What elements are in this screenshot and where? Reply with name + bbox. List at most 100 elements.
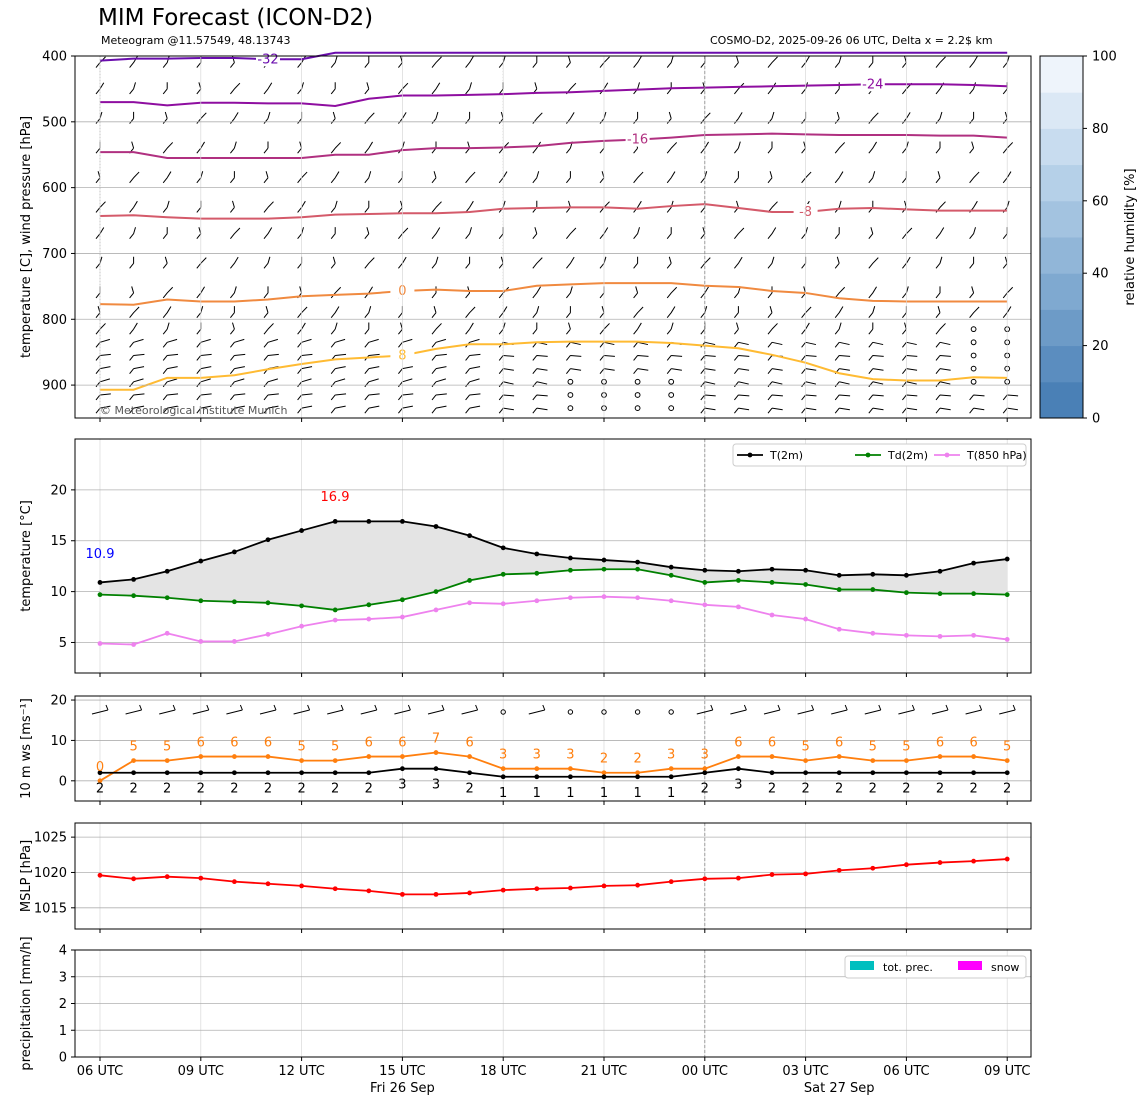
- data-point: [736, 578, 741, 583]
- wind-barb: [297, 366, 313, 374]
- wind-barb: [902, 227, 913, 240]
- y-tick-label: 0: [59, 774, 67, 789]
- wind-barb: [935, 56, 946, 68]
- wind-barb: [734, 368, 750, 374]
- mean-value-label: 1: [566, 786, 574, 801]
- isotherm-line: [100, 132, 1008, 160]
- y-tick-label: 700: [42, 247, 67, 262]
- wind-barb: [1002, 142, 1014, 154]
- wind-barb: [196, 393, 212, 401]
- wind-barb: [95, 378, 111, 388]
- data-point: [400, 754, 405, 759]
- wind-barb: [427, 704, 445, 715]
- wind-barb: [532, 112, 543, 124]
- data-point: [232, 549, 237, 555]
- wind-barb: [230, 227, 241, 240]
- data-point: [568, 595, 573, 601]
- max-temp-label: 16.9: [321, 490, 350, 505]
- x-tick-label: 00 UTC: [682, 1064, 728, 1079]
- data-point: [1004, 770, 1010, 776]
- wind-barb: [162, 227, 168, 240]
- data-point: [299, 623, 304, 629]
- wind-barb: [868, 341, 884, 348]
- mean-value-label: 2: [264, 782, 272, 797]
- mean-value-label: 2: [129, 782, 137, 797]
- y-tick-label: 2: [59, 997, 67, 1012]
- data-point: [937, 591, 943, 597]
- calm-wind-marker: [668, 392, 675, 398]
- wind-barb: [801, 322, 810, 335]
- wind-barb: [734, 394, 750, 401]
- gust-value-label: 6: [835, 736, 843, 751]
- wind-barb: [767, 368, 783, 374]
- wind-barb: [162, 286, 174, 299]
- wind-barb: [868, 381, 884, 388]
- gust-value-label: 6: [398, 736, 406, 751]
- data-point: [702, 580, 708, 585]
- data-point: [601, 774, 607, 780]
- data-point: [836, 626, 842, 632]
- wind-barb: [935, 323, 946, 335]
- wind-barb: [935, 171, 941, 184]
- wind-barb: [935, 256, 943, 269]
- colorbar-band: [1040, 309, 1083, 347]
- calm-wind-marker: [567, 405, 574, 412]
- data-point: [769, 612, 775, 618]
- wind-barb: [162, 171, 172, 184]
- wind-barb: [633, 322, 642, 335]
- wind-barb: [767, 141, 773, 154]
- y-tick-label: 0: [59, 1051, 67, 1066]
- legend-marker: [944, 452, 950, 458]
- wind-barb: [196, 112, 207, 124]
- wind-barb: [297, 171, 308, 184]
- wind-barb: [532, 381, 548, 388]
- isotherm-label-bg: [256, 51, 280, 67]
- wind-barb: [633, 56, 642, 68]
- wind-barb: [330, 322, 338, 335]
- data-point: [467, 770, 472, 776]
- wind-barb: [969, 56, 978, 68]
- wind-barb: [969, 256, 975, 269]
- day-label: Sat 27 Sep: [804, 1081, 875, 1096]
- isotherm-line: [99, 51, 1008, 62]
- data-point: [668, 598, 674, 604]
- wind-barb: [1002, 286, 1014, 299]
- wind-barb: [801, 341, 817, 348]
- wind-barb: [364, 257, 375, 269]
- data-point: [904, 572, 909, 578]
- precipitation-panel: tot. prec. snow: [844, 955, 1027, 979]
- wind-barb: [532, 227, 538, 240]
- wind-barb: [95, 82, 105, 95]
- y-axis-label: precipitation [mm/h]: [19, 936, 34, 1070]
- wind-barb: [196, 366, 212, 374]
- wind-barb: [230, 405, 245, 414]
- wind-barb: [666, 306, 676, 319]
- wind-barb: [734, 322, 739, 335]
- wind-barb: [263, 171, 269, 184]
- wind-barb: [162, 405, 178, 414]
- mean-value-label: 2: [96, 782, 104, 797]
- y-tick-label: 5: [59, 636, 67, 651]
- wind-barb: [902, 112, 911, 124]
- wind-barb: [330, 200, 338, 213]
- data-point: [836, 867, 842, 873]
- data-point: [265, 881, 271, 887]
- wind-barb: [633, 368, 649, 374]
- wind-barb: [162, 378, 178, 388]
- y-axis-label: 10 m ws [ms⁻¹]: [19, 698, 34, 799]
- wind-barb: [902, 368, 918, 374]
- data-point: [769, 566, 775, 572]
- data-point: [232, 639, 237, 644]
- wind-barb: [162, 393, 179, 401]
- wind-barb: [129, 111, 135, 124]
- data-point: [131, 758, 137, 764]
- wind-barb: [763, 704, 781, 715]
- wind-barb: [398, 405, 413, 414]
- wind-barb: [263, 405, 279, 414]
- data-point: [568, 774, 573, 780]
- wind-barb: [868, 322, 874, 335]
- wind-barb: [263, 256, 271, 269]
- data-point: [366, 519, 372, 524]
- wind-barb: [431, 171, 437, 184]
